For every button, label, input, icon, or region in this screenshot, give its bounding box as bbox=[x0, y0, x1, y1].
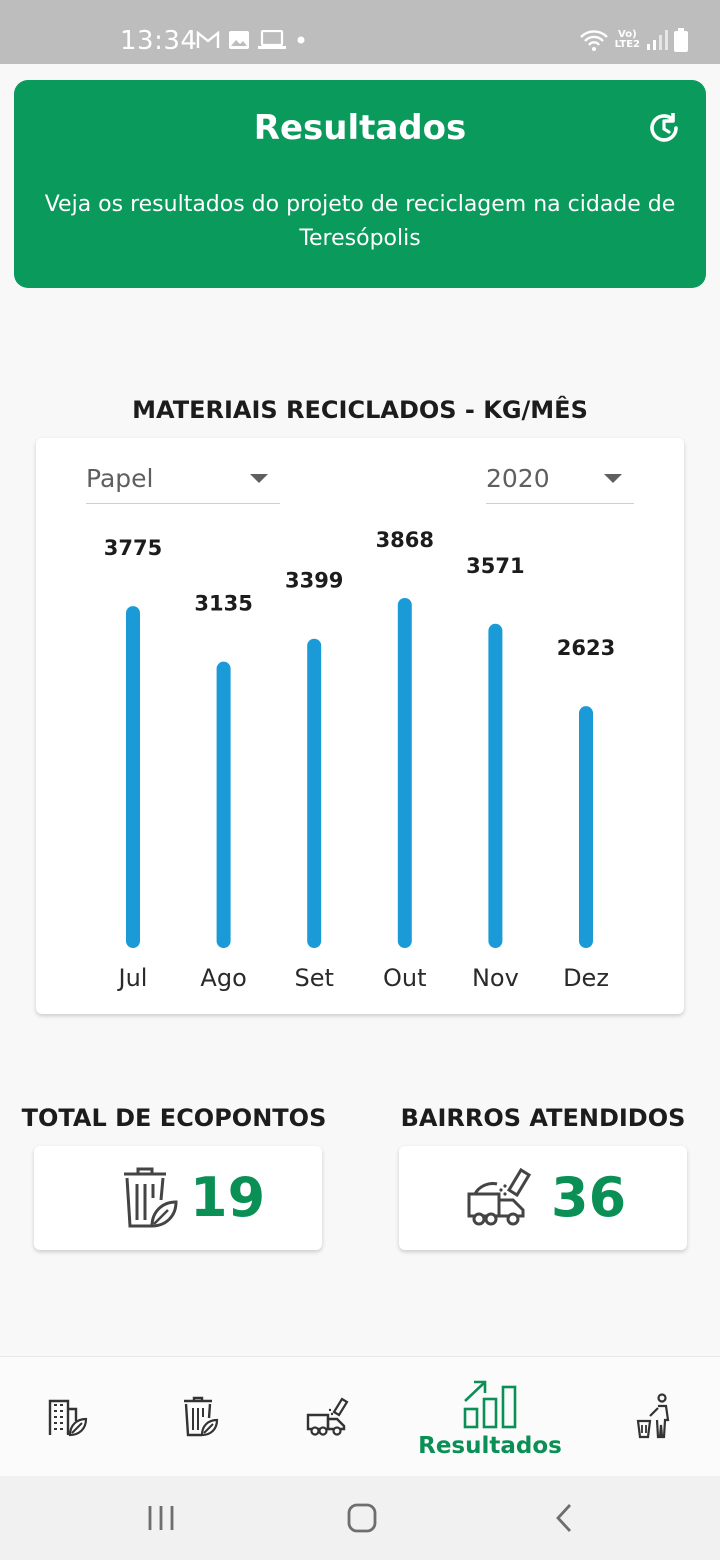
bairros-value: 36 bbox=[551, 1166, 627, 1229]
x-tick-label: Ago bbox=[200, 964, 246, 992]
ecopontos-card: 19 bbox=[34, 1146, 322, 1250]
signal-icon bbox=[647, 30, 668, 50]
eco-building-icon bbox=[48, 1399, 88, 1437]
person-trash-icon bbox=[636, 1393, 670, 1439]
material-select-value: Papel bbox=[86, 464, 154, 493]
chart-card: Papel 2020 3775 Jul 3135 Ago 3399 Set 3868 Out 3… bbox=[36, 438, 684, 1014]
year-select[interactable]: 2020 bbox=[486, 438, 634, 504]
chart-heading: MATERIAIS RECICLADOS - KG/MÊS bbox=[132, 396, 588, 424]
back-icon[interactable] bbox=[552, 1502, 576, 1534]
material-select[interactable]: Papel bbox=[86, 438, 280, 504]
bar-value-label: 3135 bbox=[194, 592, 252, 616]
lte-icon: Vo) LTE2 bbox=[614, 29, 640, 50]
nav-item-coleta[interactable] bbox=[280, 1357, 376, 1477]
header-card: Resultados Veja os resultados do projeto… bbox=[14, 80, 706, 288]
bar-value-label: 3775 bbox=[104, 536, 162, 560]
bottom-nav: Resultados bbox=[0, 1356, 720, 1476]
bar-value-label: 2623 bbox=[557, 636, 615, 660]
header-description: Veja os resultados do projeto de recicla… bbox=[44, 192, 676, 251]
eco-trash-icon bbox=[124, 1167, 178, 1228]
bar-value-label: 3399 bbox=[285, 569, 343, 593]
page-title: Resultados bbox=[253, 108, 467, 148]
laptop-icon bbox=[258, 30, 286, 49]
dot-icon bbox=[297, 36, 305, 44]
x-tick-label: Set bbox=[294, 964, 333, 992]
ecopontos-title: TOTAL DE ECOPONTOS bbox=[21, 1104, 327, 1132]
nav-label-resultados: Resultados bbox=[418, 1433, 562, 1459]
garbage-truck-icon bbox=[467, 1167, 531, 1226]
history-icon[interactable] bbox=[646, 110, 682, 146]
chart-up-icon bbox=[463, 1380, 517, 1429]
recent-apps-icon[interactable] bbox=[146, 1504, 176, 1532]
bairros-title: BAIRROS ATENDIDOS bbox=[400, 1104, 686, 1132]
gmail-icon bbox=[196, 31, 220, 48]
x-tick-label: Nov bbox=[472, 964, 519, 992]
ecopontos-value: 19 bbox=[190, 1166, 266, 1229]
x-tick-label: Out bbox=[383, 964, 427, 992]
x-tick-label: Jul bbox=[117, 964, 148, 992]
x-tick-label: Dez bbox=[563, 964, 609, 992]
nav-item-ecopontos[interactable] bbox=[152, 1357, 248, 1477]
eco-trash-icon bbox=[184, 1396, 219, 1437]
battery-icon bbox=[674, 28, 688, 52]
system-nav-bar bbox=[0, 1476, 720, 1560]
chevron-down-icon bbox=[250, 474, 268, 483]
nav-item-descarte[interactable] bbox=[608, 1357, 704, 1477]
bairros-card: 36 bbox=[399, 1146, 687, 1250]
bar-chart: 3775 Jul 3135 Ago 3399 Set 3868 Out 3571 Nov 2623 D… bbox=[104, 528, 615, 992]
status-bar: 13:34 Vo) LTE2 bbox=[0, 0, 720, 64]
garbage-truck-icon bbox=[306, 1397, 349, 1436]
wifi-icon bbox=[579, 30, 608, 51]
image-icon bbox=[229, 31, 249, 49]
nav-item-ecopontos-mapa[interactable] bbox=[20, 1357, 116, 1477]
nav-item-resultados[interactable]: Resultados bbox=[412, 1357, 568, 1477]
year-select-value: 2020 bbox=[486, 464, 550, 493]
network-type: LTE2 bbox=[614, 39, 640, 50]
home-icon[interactable] bbox=[346, 1502, 378, 1534]
chevron-down-icon bbox=[604, 474, 622, 483]
bar-value-label: 3571 bbox=[466, 554, 524, 578]
status-time: 13:34 bbox=[120, 26, 198, 56]
bar-value-label: 3868 bbox=[376, 528, 434, 552]
